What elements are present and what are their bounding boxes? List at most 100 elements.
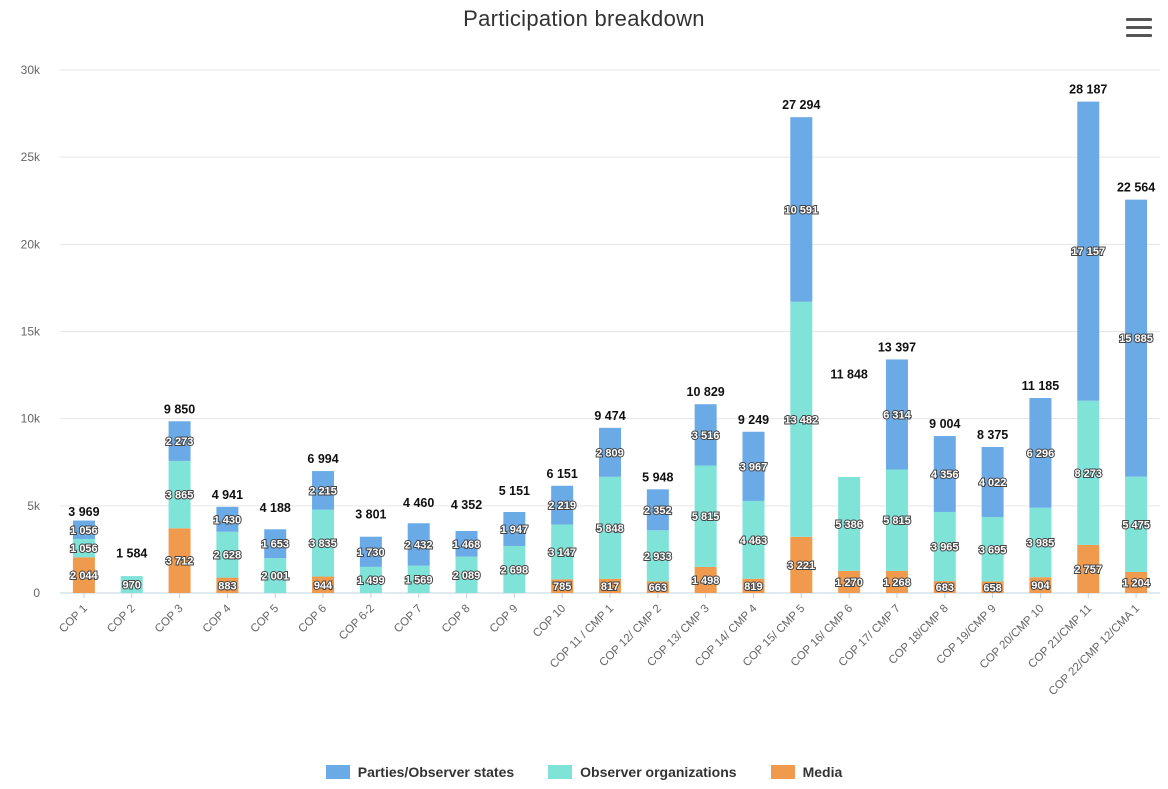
bar-segment bbox=[407, 565, 430, 593]
stacked-bar-chart: 0 5k 10k 15k 20k 25k 30k 2 044 1 056 1 056 970 3 7… bbox=[21, 63, 1160, 698]
data-label: 2 219 bbox=[548, 500, 576, 512]
menu-bar bbox=[1126, 26, 1152, 29]
total-label: 3 801 bbox=[355, 508, 386, 522]
data-label: 970 bbox=[123, 580, 141, 592]
total-label: 9 249 bbox=[738, 413, 769, 427]
bar-segment bbox=[885, 469, 908, 571]
x-axis: COP 1 COP 2 COP 3 COP 4 COP 5 COP 6 COP 6-2 COP… bbox=[57, 593, 1142, 698]
data-label: 8 273 bbox=[1074, 468, 1102, 480]
total-label: 4 460 bbox=[403, 496, 434, 510]
data-label: 785 bbox=[553, 581, 571, 593]
data-label: 1 270 bbox=[835, 577, 863, 589]
data-label: 4 356 bbox=[931, 469, 959, 481]
y-tick-label: 10k bbox=[21, 412, 41, 426]
data-label: 883 bbox=[218, 580, 236, 592]
x-tick-label: COP 9 bbox=[488, 603, 521, 636]
x-tick-label: COP 5 bbox=[249, 603, 282, 636]
menu-bar bbox=[1126, 18, 1152, 21]
bar-segment bbox=[599, 578, 621, 593]
data-label: 5 475 bbox=[1122, 519, 1150, 531]
bar-segment bbox=[933, 436, 956, 512]
bar-segment bbox=[742, 578, 765, 593]
data-label: 15 885 bbox=[1119, 333, 1153, 345]
data-label: 4 463 bbox=[740, 535, 768, 547]
legend-swatch-media bbox=[770, 765, 795, 779]
bar-segment bbox=[1125, 572, 1148, 593]
legend-label-media: Media bbox=[802, 764, 843, 780]
bar-segment bbox=[1077, 544, 1100, 593]
bar-segment bbox=[120, 576, 143, 593]
data-label: 944 bbox=[314, 580, 333, 592]
bar-segment bbox=[790, 117, 813, 302]
x-tick-label: COP 6 bbox=[296, 603, 329, 636]
bar-segment bbox=[551, 485, 574, 525]
data-label: 1 468 bbox=[453, 539, 481, 551]
data-label: 3 712 bbox=[166, 556, 194, 568]
data-label: 2 809 bbox=[596, 447, 624, 459]
bar-segment bbox=[359, 566, 382, 593]
legend-label-parties: Parties/Observer states bbox=[357, 764, 515, 780]
bar-segment bbox=[503, 545, 526, 593]
total-label: 8 375 bbox=[977, 428, 1008, 442]
data-label: 3 835 bbox=[309, 538, 337, 550]
total-label: 11 185 bbox=[1022, 379, 1060, 393]
legend-label-observers: Observer organizations bbox=[580, 764, 737, 780]
data-label: 1 947 bbox=[501, 524, 529, 536]
total-label: 5 151 bbox=[499, 484, 530, 498]
y-tick-label: 0 bbox=[33, 586, 40, 600]
total-label: 3 969 bbox=[68, 505, 99, 519]
legend-swatch-observers bbox=[548, 765, 573, 779]
x-tick-label: COP 8 bbox=[440, 603, 473, 636]
legend-item-media[interactable]: Media bbox=[770, 764, 843, 780]
total-label: 4 941 bbox=[212, 488, 243, 502]
data-label: 13 482 bbox=[784, 414, 818, 426]
data-label: 6 296 bbox=[1027, 448, 1055, 460]
total-label: 6 151 bbox=[547, 467, 578, 481]
data-label: 2 757 bbox=[1074, 564, 1102, 576]
bar-segment bbox=[168, 421, 191, 461]
data-label: 1 653 bbox=[261, 539, 289, 551]
total-label: 4 188 bbox=[260, 501, 291, 515]
data-label: 817 bbox=[601, 581, 619, 593]
total-label: 27 294 bbox=[782, 98, 820, 112]
total-label: 1 584 bbox=[116, 546, 147, 560]
bar-segment bbox=[933, 511, 956, 582]
data-label: 683 bbox=[936, 582, 954, 594]
total-label: 11 848 bbox=[830, 367, 868, 381]
bar-segment bbox=[312, 471, 335, 510]
y-tick-label: 15k bbox=[21, 325, 41, 339]
bar-segment bbox=[407, 523, 430, 566]
total-label: 9 474 bbox=[594, 409, 625, 423]
total-label: 6 994 bbox=[307, 452, 338, 466]
legend-item-parties[interactable]: Parties/Observer states bbox=[325, 764, 515, 780]
x-tick-label: COP 2 bbox=[105, 603, 138, 636]
legend-item-observers[interactable]: Observer organizations bbox=[548, 764, 737, 780]
legend-swatch-parties bbox=[325, 765, 350, 779]
data-label: 2 698 bbox=[501, 564, 529, 576]
bar-segment bbox=[646, 530, 669, 582]
total-label: 9 850 bbox=[164, 402, 195, 416]
hamburger-menu-icon[interactable] bbox=[1126, 18, 1152, 40]
bar-segment bbox=[885, 570, 908, 593]
bar-segment bbox=[72, 538, 95, 558]
bar-segment bbox=[312, 576, 335, 593]
data-label: 5 386 bbox=[835, 519, 863, 531]
data-label: 2 215 bbox=[309, 485, 337, 497]
data-label: 4 022 bbox=[979, 477, 1007, 489]
bar-segment bbox=[1029, 577, 1052, 593]
total-label: 4 352 bbox=[451, 498, 482, 512]
total-label: 13 397 bbox=[878, 340, 916, 354]
total-label: 5 948 bbox=[642, 470, 673, 484]
bar-segment bbox=[790, 301, 813, 537]
data-label: 3 865 bbox=[166, 490, 194, 502]
bar-segment bbox=[599, 476, 621, 579]
data-label: 658 bbox=[983, 582, 1001, 594]
bar-segment bbox=[1077, 400, 1100, 545]
y-tick-label: 25k bbox=[21, 150, 41, 164]
y-tick-label: 5k bbox=[27, 499, 41, 513]
legend: Parties/Observer states Observer organiz… bbox=[0, 764, 1168, 780]
total-label: 9 004 bbox=[929, 417, 960, 431]
bar-segment bbox=[503, 512, 526, 546]
data-label: 6 314 bbox=[883, 409, 911, 421]
x-tick-label: COP 22/CMP 12/CMA 1 bbox=[1047, 603, 1142, 698]
